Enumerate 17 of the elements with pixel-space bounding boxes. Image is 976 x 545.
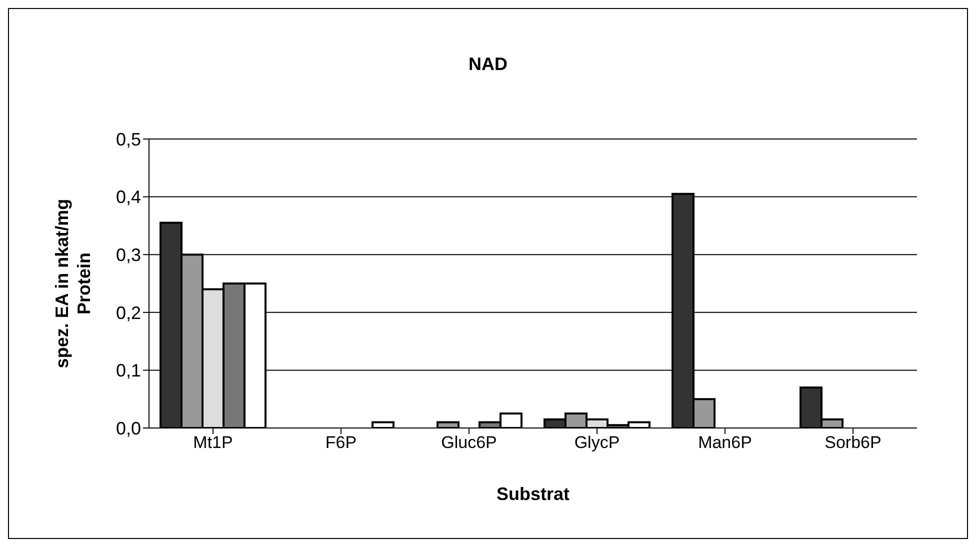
x-tick-label: Man6P — [698, 433, 752, 452]
y-tick-label: 0,4 — [116, 187, 141, 208]
y-tick-label: 0,1 — [116, 360, 141, 381]
y-tick-label: 0,0 — [116, 418, 141, 438]
x-tick-label: Mt1P — [193, 433, 233, 452]
y-axis-title: spez. EA in nkat/mg Protein — [52, 198, 94, 368]
bar — [372, 421, 395, 428]
y-tick-label: 0,2 — [116, 302, 141, 323]
x-tick-label: F6P — [325, 433, 357, 452]
bar — [436, 421, 460, 428]
x-tick-label: Sorb6P — [824, 433, 882, 452]
x-tick-label: GlycP — [574, 433, 620, 452]
chart-title: NAD — [468, 54, 508, 75]
x-axis-title: Substrat — [496, 484, 570, 504]
y-tick-label: 0,5 — [116, 129, 141, 150]
x-tick-label: Gluc6P — [441, 433, 497, 452]
y-tick-label: 0,3 — [116, 244, 141, 265]
